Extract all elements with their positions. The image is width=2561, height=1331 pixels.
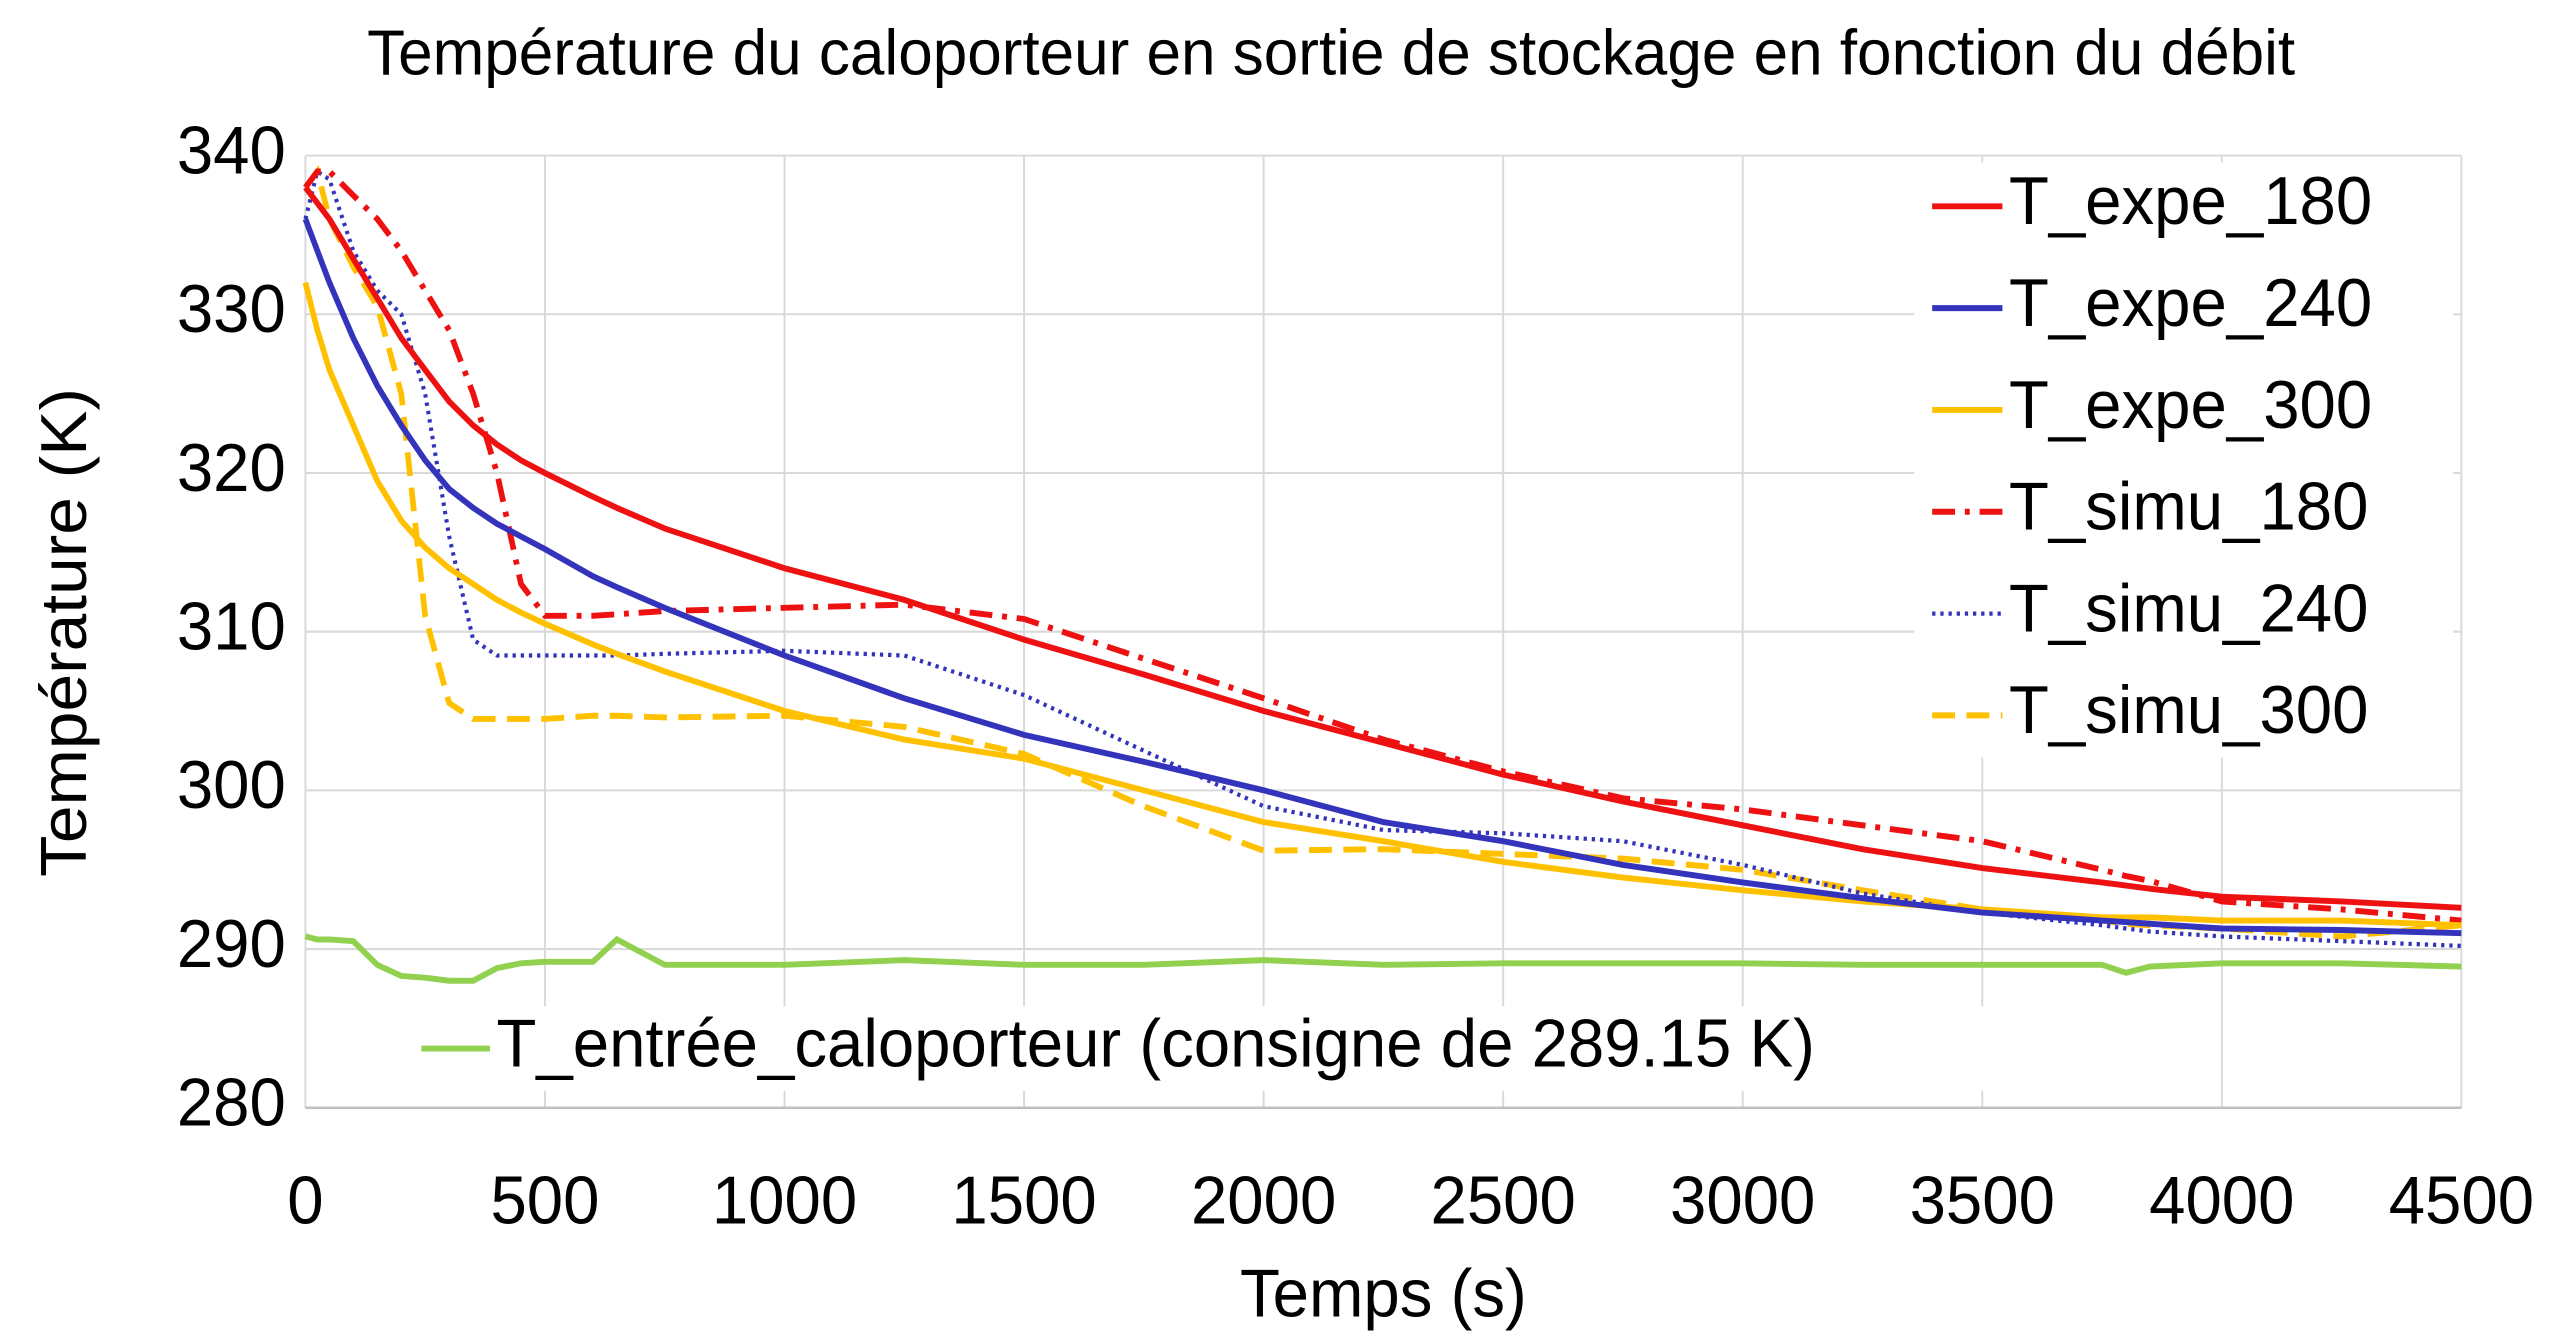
- x-tick-label: 3000: [1670, 1164, 1815, 1239]
- legend-box: [408, 1006, 2026, 1091]
- x-tick-label: 1500: [951, 1164, 1096, 1239]
- x-tick-label: 500: [490, 1164, 599, 1239]
- y-tick-label: 340: [177, 113, 286, 188]
- y-tick-label: 300: [177, 748, 286, 823]
- legend-label: T_expe_240: [2009, 266, 2372, 341]
- x-tick-label: 2500: [1431, 1164, 1576, 1239]
- y-tick-label: 280: [177, 1066, 286, 1141]
- x-tick-label: 0: [287, 1164, 323, 1239]
- x-tick-label: 1000: [712, 1164, 857, 1239]
- legend-label: T_expe_300: [2009, 368, 2372, 443]
- y-tick-label: 330: [177, 272, 286, 347]
- x-tick-label: 2000: [1191, 1164, 1336, 1239]
- legend-box: [1914, 162, 2454, 758]
- y-tick-label: 320: [177, 431, 286, 506]
- x-tick-label: 4500: [2389, 1164, 2534, 1239]
- x-axis-label: Temps (s): [1240, 1257, 1527, 1331]
- legend-label: T_simu_240: [2009, 571, 2369, 646]
- series-line: [303, 168, 2462, 924]
- y-tick-label: 290: [177, 907, 286, 982]
- series-line: [302, 217, 2462, 937]
- legend-label: T_entrée_caloporteur (consigne de 289.15…: [497, 1006, 1815, 1081]
- y-axis-label: Température (K): [28, 388, 101, 877]
- legend-label: T_simu_180: [2009, 470, 2369, 545]
- series-line: [302, 281, 2462, 929]
- series-line: [303, 185, 2462, 911]
- x-tick-label: 3500: [1910, 1164, 2055, 1239]
- legend-label: T_expe_180: [2009, 164, 2372, 239]
- chart-title: Température du caloporteur en sortie de …: [367, 18, 2296, 89]
- y-tick-label: 310: [177, 590, 286, 665]
- series-line: [304, 933, 2462, 984]
- legend-label: T_simu_300: [2009, 673, 2369, 748]
- x-tick-label: 4000: [2149, 1164, 2294, 1239]
